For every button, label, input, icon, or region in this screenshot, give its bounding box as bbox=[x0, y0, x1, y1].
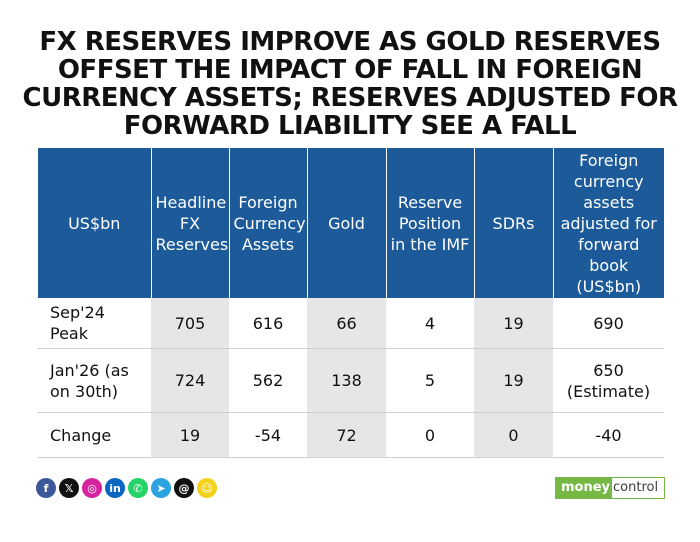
instagram-icon[interactable]: ◎ bbox=[82, 478, 102, 498]
header-cell-headline-fx: Headline FX Reserves bbox=[151, 148, 230, 298]
header-cell-imf-position: Reserve Position in the IMF bbox=[386, 148, 475, 298]
moneycontrol-logo[interactable]: money control bbox=[555, 477, 666, 499]
table-cell: 562 bbox=[229, 348, 307, 413]
row-label: Sep'24 Peak bbox=[38, 298, 151, 349]
table-cell: 66 bbox=[307, 298, 386, 349]
table-cell: 616 bbox=[229, 298, 307, 349]
table-row: Sep'24 Peak 705 616 66 4 19 690 bbox=[38, 298, 664, 349]
social-icons: f 𝕏 ◎ in ✆ ➤ @ ☺ bbox=[36, 478, 217, 498]
table-cell: -40 bbox=[553, 412, 664, 458]
header-cell-fca-adjusted: Foreign currency assets adjusted for for… bbox=[553, 148, 664, 298]
logo-part-control: control bbox=[612, 477, 666, 499]
table-cell: 705 bbox=[151, 298, 229, 349]
table-row: Change 19 -54 72 0 0 -40 bbox=[38, 412, 664, 458]
header-cell-sdrs: SDRs bbox=[474, 148, 554, 298]
reserves-table: US$bn Headline FX Reserves Foreign Curre… bbox=[38, 148, 664, 458]
linkedin-icon[interactable]: in bbox=[105, 478, 125, 498]
facebook-icon[interactable]: f bbox=[36, 478, 56, 498]
table-cell: 19 bbox=[474, 298, 553, 349]
infographic-title: FX RESERVES IMPROVE AS GOLD RESERVES OFF… bbox=[22, 27, 678, 141]
table-cell: 19 bbox=[151, 412, 229, 458]
table-cell: 4 bbox=[386, 298, 474, 349]
header-cell-fca: Foreign Currency Assets bbox=[229, 148, 308, 298]
table-cell: 5 bbox=[386, 348, 474, 413]
row-label: Jan'26 (as on 30th) bbox=[38, 348, 151, 413]
whatsapp-icon[interactable]: ✆ bbox=[128, 478, 148, 498]
table-cell: 0 bbox=[386, 412, 474, 458]
threads-icon[interactable]: @ bbox=[174, 478, 194, 498]
table-header-row: US$bn Headline FX Reserves Foreign Curre… bbox=[38, 148, 664, 298]
logo-part-money: money bbox=[555, 477, 613, 499]
header-cell-category: US$bn bbox=[38, 148, 152, 298]
x-icon[interactable]: 𝕏 bbox=[59, 478, 79, 498]
table-cell: 724 bbox=[151, 348, 229, 413]
table-cell: 138 bbox=[307, 348, 386, 413]
row-label: Change bbox=[38, 412, 151, 458]
header-cell-gold: Gold bbox=[307, 148, 387, 298]
snapchat-icon[interactable]: ☺ bbox=[197, 478, 217, 498]
table-cell: 19 bbox=[474, 348, 553, 413]
table-cell: 650 (Estimate) bbox=[553, 348, 664, 413]
table-cell: 72 bbox=[307, 412, 386, 458]
table-cell: -54 bbox=[229, 412, 307, 458]
table-cell: 690 bbox=[553, 298, 664, 349]
table-row: Jan'26 (as on 30th) 724 562 138 5 19 650… bbox=[38, 348, 664, 413]
table-cell: 0 bbox=[474, 412, 553, 458]
telegram-icon[interactable]: ➤ bbox=[151, 478, 171, 498]
